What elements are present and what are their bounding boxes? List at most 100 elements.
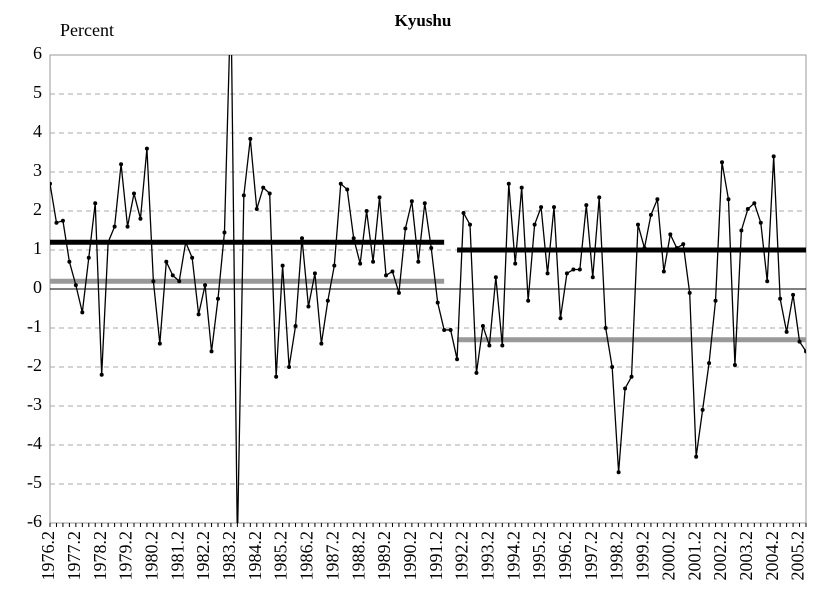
point <box>700 407 705 412</box>
point <box>506 181 511 186</box>
point <box>720 160 724 165</box>
x-tick-label: 1991.2 <box>426 531 446 581</box>
point <box>390 269 395 274</box>
y-tick-label: 2 <box>33 199 42 219</box>
x-tick-label: 1982.2 <box>193 531 213 581</box>
point <box>713 298 718 303</box>
point <box>571 267 576 272</box>
point <box>590 275 595 280</box>
point <box>539 205 544 210</box>
point <box>99 372 104 377</box>
y-tick-label: 3 <box>33 160 42 180</box>
point <box>293 324 298 329</box>
x-tick-label: 1978.2 <box>90 531 110 581</box>
point <box>487 343 492 348</box>
point <box>771 154 776 159</box>
x-tick-label: 1993.2 <box>478 531 498 581</box>
point <box>674 246 679 251</box>
point <box>480 324 485 329</box>
point <box>668 232 673 237</box>
point <box>306 304 311 309</box>
point <box>345 187 350 192</box>
point <box>726 197 731 202</box>
y-tick-label: -3 <box>27 394 42 414</box>
point <box>752 201 757 206</box>
point <box>681 242 686 247</box>
point <box>797 339 802 344</box>
point <box>707 361 712 366</box>
point <box>274 374 279 379</box>
x-tick-label: 1984.2 <box>245 531 265 581</box>
point <box>461 210 466 215</box>
point <box>435 300 440 305</box>
point <box>196 312 201 317</box>
point <box>261 185 266 190</box>
point <box>409 199 414 204</box>
point <box>655 197 660 202</box>
point <box>60 218 65 223</box>
point <box>455 357 460 362</box>
y-tick-label: 4 <box>33 121 42 141</box>
point <box>325 298 330 303</box>
point <box>629 374 634 379</box>
point <box>642 246 647 251</box>
point <box>241 193 246 198</box>
point <box>157 341 162 346</box>
point <box>93 201 98 206</box>
point <box>106 240 111 245</box>
point <box>151 279 156 284</box>
point <box>203 283 208 288</box>
point <box>125 224 130 229</box>
x-tick-label: 1983.2 <box>219 531 239 581</box>
x-tick-label: 2002.2 <box>710 531 730 581</box>
point <box>86 255 91 260</box>
point <box>532 222 537 227</box>
point <box>732 363 737 368</box>
point <box>280 263 285 268</box>
point <box>564 271 569 276</box>
x-tick-label: 1981.2 <box>167 531 187 581</box>
point <box>119 162 124 167</box>
x-tick-label: 1997.2 <box>581 531 601 581</box>
x-tick-label: 1986.2 <box>297 531 317 581</box>
point <box>616 470 621 475</box>
point <box>442 327 447 332</box>
y-tick-label: 0 <box>33 277 42 297</box>
point <box>209 349 214 354</box>
point <box>190 255 195 260</box>
point <box>144 146 149 151</box>
point <box>377 195 382 200</box>
point <box>493 275 498 280</box>
point <box>338 181 343 186</box>
y-tick-label: -6 <box>27 511 42 531</box>
x-tick-label: 1992.2 <box>452 531 472 581</box>
point <box>67 259 72 264</box>
point <box>248 136 253 141</box>
point <box>558 316 563 321</box>
y-tick-label: -4 <box>27 433 42 453</box>
point <box>384 273 388 278</box>
point <box>648 212 653 217</box>
point <box>526 298 531 303</box>
y-axis-label: Percent <box>60 20 114 40</box>
x-tick-label: 1998.2 <box>607 531 627 581</box>
x-tick-label: 1990.2 <box>400 531 420 581</box>
point <box>112 224 117 229</box>
point <box>636 222 640 227</box>
point <box>429 246 434 251</box>
x-tick-label: 2001.2 <box>684 531 704 581</box>
point <box>164 259 169 264</box>
x-tick-label: 2000.2 <box>658 531 678 581</box>
point <box>687 290 692 295</box>
point <box>132 191 136 196</box>
point <box>513 261 518 266</box>
y-tick-label: -5 <box>27 472 42 492</box>
point <box>371 259 376 264</box>
point <box>745 207 750 212</box>
point <box>784 329 789 334</box>
point <box>351 236 356 241</box>
x-tick-label: 1979.2 <box>116 531 136 581</box>
point <box>758 220 763 225</box>
x-tick-label: 1989.2 <box>374 531 394 581</box>
